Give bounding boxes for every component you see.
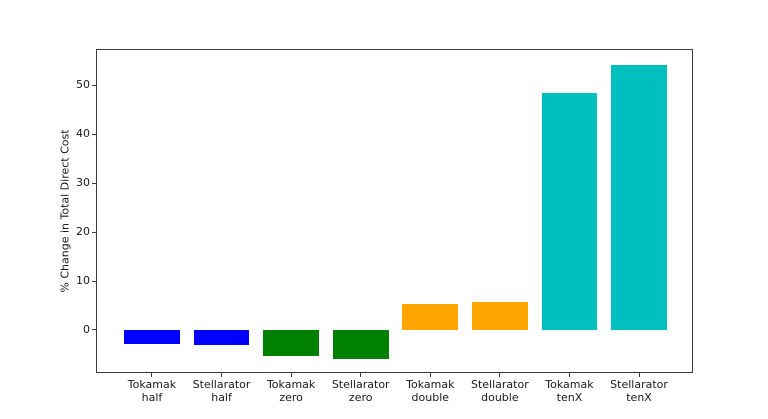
plot-area: 0 10 20 30 40 50 Tokamak half Stellarator half T… <box>76 49 693 404</box>
x-tick-label: Tokamak zero <box>266 378 316 404</box>
x-tick-mark <box>429 373 431 377</box>
x-tick-label: Tokamak tenX <box>545 378 594 404</box>
y-tick-label: 10 <box>76 274 90 287</box>
x-tick-label: Stellarator double <box>470 378 529 404</box>
x-tick-label: Stellarator half <box>192 378 251 404</box>
y-tick-label: 0 <box>83 322 90 336</box>
bar-4 <box>332 329 389 360</box>
x-tick-label: Tokamak half <box>127 378 177 404</box>
y-tick-label: 40 <box>76 127 90 141</box>
bar-5 <box>402 304 459 330</box>
bar-3 <box>263 329 319 356</box>
x-tick-mark <box>499 373 501 377</box>
x-tick-mark <box>290 373 292 377</box>
y-tick-mark <box>92 133 96 135</box>
y-tick-mark <box>92 329 96 331</box>
x-tick-mark <box>360 373 362 377</box>
x-tick-label: Stellarator zero <box>331 378 390 404</box>
y-tick-mark <box>92 84 96 86</box>
x-tick-label: Stellarator tenX <box>610 378 668 404</box>
bar-7 <box>541 92 598 330</box>
bar-6 <box>472 301 528 330</box>
y-tick-mark <box>92 231 96 233</box>
y-tick-mark <box>92 280 96 282</box>
x-tick-label: Tokamak double <box>406 378 455 404</box>
y-tick-label: 20 <box>76 225 90 239</box>
y-tick-mark <box>92 182 96 184</box>
x-tick-mark <box>568 373 570 377</box>
y-tick-label: 30 <box>76 176 90 190</box>
y-axis-label: % Change in Total Direct Cost <box>58 129 72 293</box>
x-tick-mark <box>151 373 153 377</box>
bar-8 <box>611 64 667 330</box>
x-tick-mark <box>221 373 223 377</box>
bar-1 <box>124 329 180 344</box>
x-tick-mark <box>638 373 640 377</box>
bar-2 <box>193 329 250 346</box>
y-tick-label: 50 <box>76 78 90 92</box>
